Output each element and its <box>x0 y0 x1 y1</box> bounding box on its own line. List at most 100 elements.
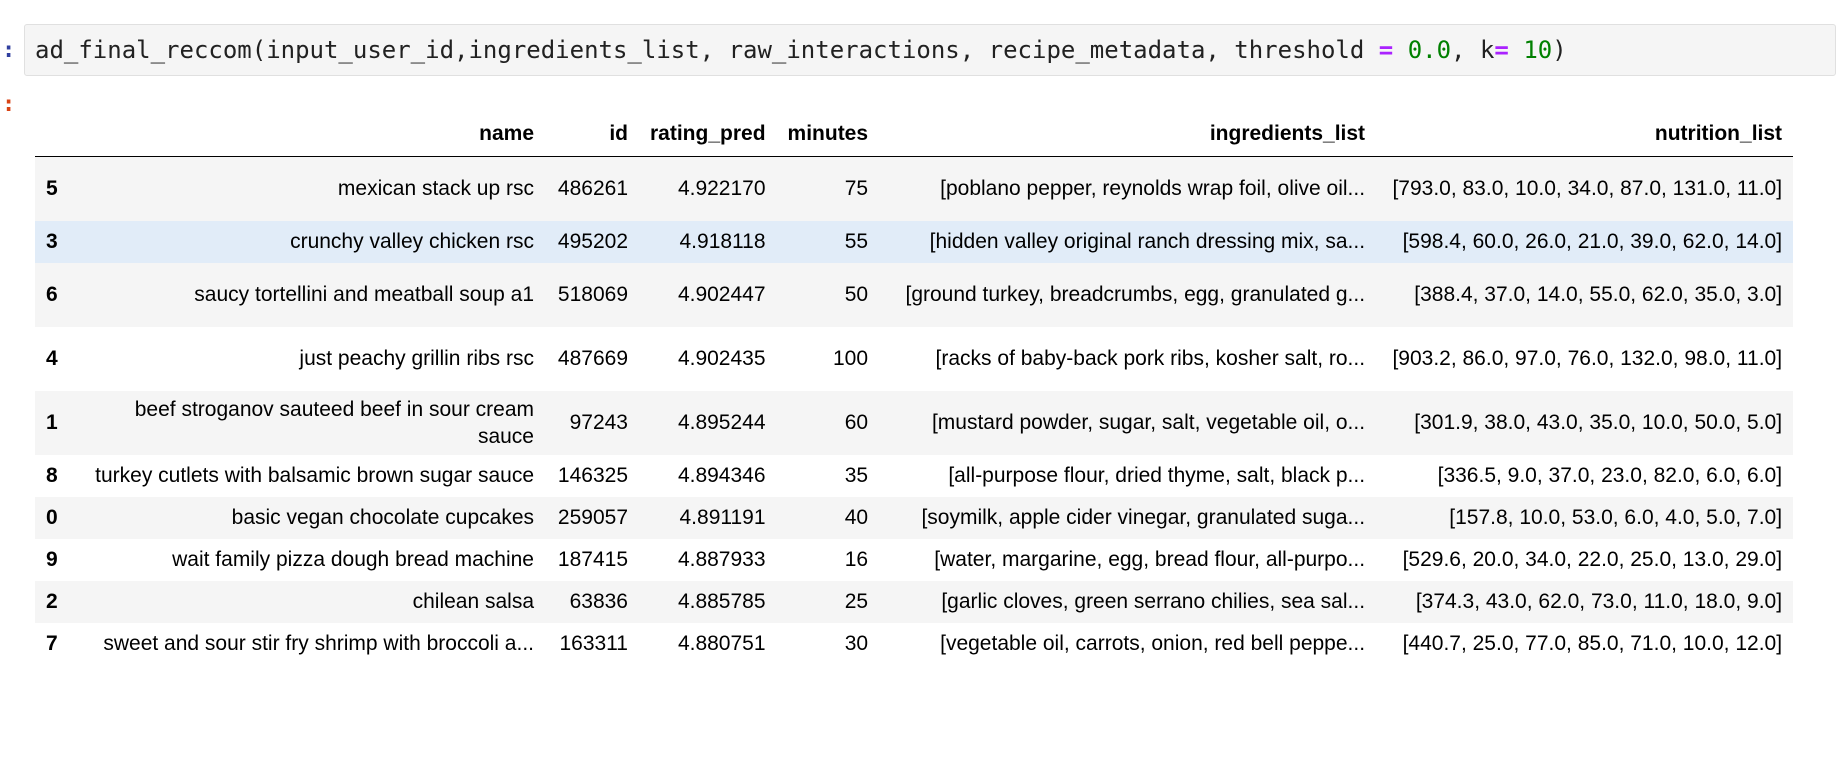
cell-ingredients-list: [vegetable oil, carrots, onion, red bell… <box>940 632 1366 655</box>
output-area: name id rating_pred minutes ingredients_… <box>35 112 1794 665</box>
table-row[interactable]: 9 wait family pizza dough bread machine 18… <box>35 538 1794 581</box>
table-body: 5 mexican stack up rsc 486261 4.922170 75 [po… <box>35 156 1794 665</box>
cell-minutes: 25 <box>844 590 869 613</box>
cell-ingredients-list: [hidden valley original ranch dressing m… <box>929 230 1366 253</box>
input-prompt-marker: : <box>2 38 16 63</box>
cell-name: saucy tortellini and meatball soup a1 <box>194 283 534 306</box>
cell-minutes: 55 <box>844 230 869 253</box>
cell-nutrition-list: [903.2, 86.0, 97.0, 76.0, 132.0, 98.0, 1… <box>1392 347 1783 370</box>
table-row[interactable]: 0 basic vegan chocolate cupcakes 259057 4.8… <box>35 496 1794 539</box>
code-operator: = <box>1378 36 1394 64</box>
cell-id: 495202 <box>557 230 628 253</box>
column-header-nutrition-list: nutrition_list <box>1376 112 1794 157</box>
cell-minutes: 75 <box>844 177 869 201</box>
table-header-row: name id rating_pred minutes ingredients_… <box>35 112 1794 157</box>
cell-name: beef stroganov sauteed beef in sour crea… <box>134 397 534 448</box>
cell-nutrition-list: [157.8, 10.0, 53.0, 6.0, 4.0, 5.0, 7.0] <box>1449 506 1783 529</box>
cell-minutes: 60 <box>844 411 869 434</box>
cell-ingredients-list: [garlic cloves, green serrano chilies, s… <box>941 590 1366 613</box>
cell-id: 163311 <box>559 632 628 655</box>
code-text: ) <box>1552 36 1567 64</box>
cell-nutrition-list: [598.4, 60.0, 26.0, 21.0, 39.0, 62.0, 14… <box>1402 230 1783 253</box>
cell-name: just peachy grillin ribs rsc <box>299 347 534 370</box>
code-call: ad_final_reccom(input_user_id,ingredient… <box>35 36 1379 64</box>
cell-id: 487669 <box>557 347 628 370</box>
cell-rating-pred: 4.922170 <box>677 177 766 201</box>
cell-name: sweet and sour stir fry shrimp with broc… <box>103 632 534 655</box>
cell-minutes: 35 <box>844 464 869 487</box>
output-prompt-marker: : <box>2 92 16 117</box>
cell-id: 486261 <box>557 177 628 201</box>
cell-rating-pred: 4.918118 <box>679 230 766 253</box>
cell-id: 518069 <box>557 283 628 306</box>
cell-nutrition-list: [793.0, 83.0, 10.0, 34.0, 87.0, 131.0, 1… <box>1392 177 1783 201</box>
cell-name: crunchy valley chicken rsc <box>290 230 534 253</box>
row-index: 9 <box>46 548 58 571</box>
cell-nutrition-list: [440.7, 25.0, 77.0, 85.0, 71.0, 10.0, 12… <box>1402 632 1783 655</box>
table-row[interactable]: 3 crunchy valley chicken rsc 495202 4.91811… <box>35 220 1794 263</box>
cell-ingredients-list: [soymilk, apple cider vinegar, granulate… <box>921 506 1366 529</box>
row-index: 2 <box>46 590 58 613</box>
index-header <box>35 112 83 157</box>
cell-name: mexican stack up rsc <box>337 177 534 201</box>
column-header-minutes: minutes <box>776 112 880 157</box>
column-header-id: id <box>545 112 639 157</box>
code-operator: = <box>1494 36 1509 64</box>
cell-id: 187415 <box>557 548 628 571</box>
cell-id: 259057 <box>557 506 628 529</box>
row-index: 4 <box>46 347 58 370</box>
row-index: 1 <box>46 411 58 434</box>
cell-rating-pred: 4.880751 <box>677 632 766 655</box>
cell-minutes: 40 <box>844 506 869 529</box>
column-header-name: name <box>83 112 545 157</box>
cell-id: 97243 <box>569 411 628 434</box>
table-row[interactable]: 7 sweet and sour stir fry shrimp with bro… <box>35 622 1794 665</box>
table-row[interactable]: 2 chilean salsa 63836 4.885785 25 [garlic clo… <box>35 580 1794 623</box>
cell-nutrition-list: [529.6, 20.0, 34.0, 22.0, 25.0, 13.0, 29… <box>1402 548 1783 571</box>
cell-nutrition-list: [301.9, 38.0, 43.0, 35.0, 10.0, 50.0, 5.… <box>1414 411 1783 434</box>
cell-id: 146325 <box>557 464 628 487</box>
cell-minutes: 50 <box>844 283 869 306</box>
cell-rating-pred: 4.895244 <box>677 411 766 434</box>
cell-name: basic vegan chocolate cupcakes <box>231 506 534 529</box>
cell-rating-pred: 4.885785 <box>677 590 766 613</box>
cell-rating-pred: 4.902435 <box>677 347 766 370</box>
cell-nutrition-list: [336.5, 9.0, 37.0, 23.0, 82.0, 6.0, 6.0] <box>1437 464 1783 487</box>
table-row[interactable]: 6 saucy tortellini and meatball soup a1 51… <box>35 262 1794 327</box>
row-index: 8 <box>46 464 58 487</box>
code-space <box>1509 36 1523 64</box>
table-row[interactable]: 1 beef stroganov sauteed beef in sour cre… <box>35 390 1794 455</box>
code-space <box>1393 36 1407 64</box>
table-row[interactable]: 4 just peachy grillin ribs rsc 487669 4.902… <box>35 326 1794 391</box>
cell-minutes: 100 <box>833 347 869 370</box>
code-number: 0.0 <box>1407 36 1452 64</box>
column-header-rating-pred: rating_pred <box>639 112 777 157</box>
cell-name: wait family pizza dough bread machine <box>172 548 534 571</box>
column-header-ingredients-list: ingredients_list <box>879 112 1377 157</box>
row-index: 6 <box>46 283 58 306</box>
cell-rating-pred: 4.894346 <box>677 464 766 487</box>
code-number: 10 <box>1523 36 1553 64</box>
cell-nutrition-list: [388.4, 37.0, 14.0, 55.0, 62.0, 35.0, 3.… <box>1414 283 1783 306</box>
cell-minutes: 16 <box>844 548 869 571</box>
code-text: , k <box>1451 36 1495 64</box>
cell-ingredients-list: [all-purpose flour, dried thyme, salt, b… <box>948 464 1366 487</box>
cell-minutes: 30 <box>844 632 869 655</box>
dataframe-table: name id rating_pred minutes ingredients_… <box>35 112 1794 665</box>
cell-ingredients-list: [water, margarine, egg, bread flour, all… <box>934 548 1366 571</box>
cell-rating-pred: 4.887933 <box>677 548 766 571</box>
table-row[interactable]: 8 turkey cutlets with balsamic brown suga… <box>35 454 1794 497</box>
table-row[interactable]: 5 mexican stack up rsc 486261 4.922170 75 [po… <box>35 156 1794 221</box>
cell-ingredients-list: [ground turkey, breadcrumbs, egg, granul… <box>905 283 1366 306</box>
cell-name: chilean salsa <box>412 590 534 613</box>
cell-ingredients-list: [racks of baby-back pork ribs, kosher sa… <box>935 347 1366 370</box>
cell-name: turkey cutlets with balsamic brown sugar… <box>95 464 534 487</box>
row-index: 3 <box>46 230 58 253</box>
cell-ingredients-list: [poblano pepper, reynolds wrap foil, oli… <box>940 177 1366 201</box>
row-index: 5 <box>46 177 58 201</box>
code-cell-input[interactable]: ad_final_reccom(input_user_id,ingredient… <box>24 24 1836 76</box>
row-index: 7 <box>46 632 58 655</box>
cell-rating-pred: 4.891191 <box>679 506 766 529</box>
cell-rating-pred: 4.902447 <box>677 283 766 306</box>
cell-ingredients-list: [mustard powder, sugar, salt, vegetable … <box>931 411 1366 434</box>
